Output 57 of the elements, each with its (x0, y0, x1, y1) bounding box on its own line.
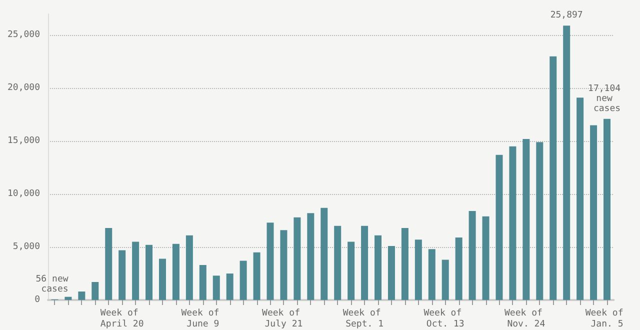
bar (253, 252, 260, 300)
bar (590, 125, 598, 300)
bar (146, 244, 153, 300)
bar (550, 56, 557, 300)
x-tick-label: Week of Sept. 1 (342, 308, 386, 330)
data-label: 17,104 new cases (588, 84, 626, 114)
bar (212, 276, 220, 300)
bar (536, 142, 544, 300)
bar (414, 240, 422, 300)
y-tick-label: 5,000 (12, 242, 40, 252)
bar (401, 228, 408, 300)
y-tick-label: 20,000 (7, 83, 40, 94)
bar (374, 235, 382, 300)
x-tick-label: Week of Nov. 24 (504, 308, 548, 330)
bar (428, 249, 436, 300)
y-tick-label: 10,000 (7, 189, 40, 200)
x-tick-label: Week of Jan. 5 (585, 308, 629, 330)
bar (442, 260, 449, 300)
x-tick-label: Week of Oct. 13 (424, 308, 468, 330)
y-tick-label: 25,000 (7, 30, 40, 40)
bar (64, 296, 72, 300)
bar (496, 154, 503, 300)
bar (604, 118, 611, 300)
bar (280, 230, 288, 300)
bar (468, 211, 476, 300)
bar (576, 98, 584, 300)
bar (307, 213, 314, 300)
y-tick-label: 15,000 (7, 136, 40, 146)
bar (172, 244, 180, 300)
bar (78, 292, 86, 300)
bar (320, 208, 328, 300)
x-tick-label: Week of June 9 (181, 308, 225, 330)
bar (388, 246, 395, 300)
bar (348, 242, 355, 300)
bar (482, 216, 490, 300)
bar (240, 260, 247, 300)
bar (334, 226, 342, 300)
bar (361, 226, 368, 300)
bar (563, 26, 570, 300)
bar (522, 138, 530, 300)
data-label: 56 new cases (36, 274, 74, 294)
bar (294, 217, 301, 300)
bar (266, 222, 274, 300)
bar (92, 282, 99, 300)
bar (186, 235, 193, 300)
x-tick-label: Week of July 21 (262, 308, 306, 330)
bar (199, 265, 206, 300)
y-tick-label: 0 (34, 295, 40, 305)
bar (158, 258, 166, 300)
bar (509, 146, 516, 300)
bar (132, 242, 140, 300)
x-tick-label: Week of April 20 (100, 308, 144, 330)
data-label: 25,897 (550, 10, 583, 21)
bar (105, 228, 112, 300)
bar (118, 250, 126, 300)
bar (455, 238, 462, 300)
bar (226, 274, 234, 300)
